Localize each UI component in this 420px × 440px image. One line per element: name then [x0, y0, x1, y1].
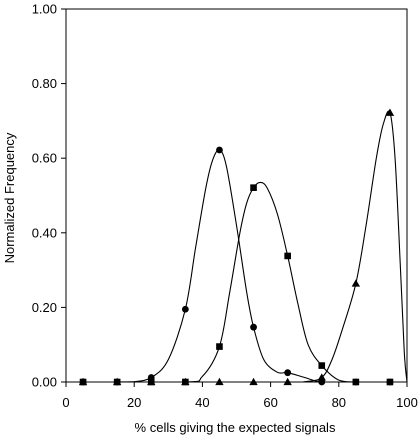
x-tick-label: 100 — [396, 395, 418, 410]
plot-border — [65, 8, 408, 383]
triangle-marker — [385, 108, 395, 116]
y-tick-label: 1.00 — [32, 2, 57, 17]
series-curves — [83, 110, 408, 383]
x-tick-label: 20 — [127, 395, 141, 410]
square-marker — [352, 378, 360, 386]
square-marker — [216, 343, 223, 350]
triangle-marker — [147, 377, 156, 386]
x-tick-label: 60 — [263, 395, 277, 410]
triangle-marker — [249, 377, 258, 386]
triangle-marker — [181, 377, 190, 386]
x-tick-label: 40 — [195, 395, 209, 410]
y-axis-title: Normalized Frequency — [2, 132, 17, 263]
x-axis: 0 20 40 60 80 100 — [62, 382, 418, 410]
triangle-marker — [78, 377, 88, 386]
series-markers — [78, 108, 395, 386]
circle-marker — [284, 369, 292, 377]
x-tick-label: 80 — [332, 395, 346, 410]
y-tick-label: 0.60 — [32, 151, 57, 166]
square-marker — [284, 252, 291, 260]
series-line-circle — [83, 149, 390, 383]
x-tick-label: 0 — [62, 395, 69, 410]
square-marker — [250, 184, 257, 191]
triangle-marker — [283, 377, 292, 386]
circle-marker — [181, 305, 189, 313]
triangle-marker — [317, 373, 326, 381]
square-marker — [386, 378, 394, 386]
series-line-triangle — [83, 110, 408, 383]
y-tick-label: 0.20 — [32, 300, 57, 315]
y-tick-label: 0.80 — [32, 76, 57, 91]
y-axis: 0.00 0.20 0.40 0.60 0.80 1.00 — [32, 2, 66, 390]
circle-marker — [216, 146, 223, 154]
circle-marker — [250, 323, 257, 331]
square-marker — [318, 362, 326, 369]
triangle-marker — [112, 377, 122, 386]
triangle-marker — [351, 279, 361, 287]
series-line-square — [83, 181, 390, 383]
x-axis-title: % cells giving the expected signals — [135, 420, 336, 435]
y-tick-label: 0.40 — [32, 225, 57, 240]
triangle-marker — [215, 377, 224, 386]
plot-frame — [65, 8, 408, 383]
y-tick-label: 0.00 — [32, 375, 57, 390]
